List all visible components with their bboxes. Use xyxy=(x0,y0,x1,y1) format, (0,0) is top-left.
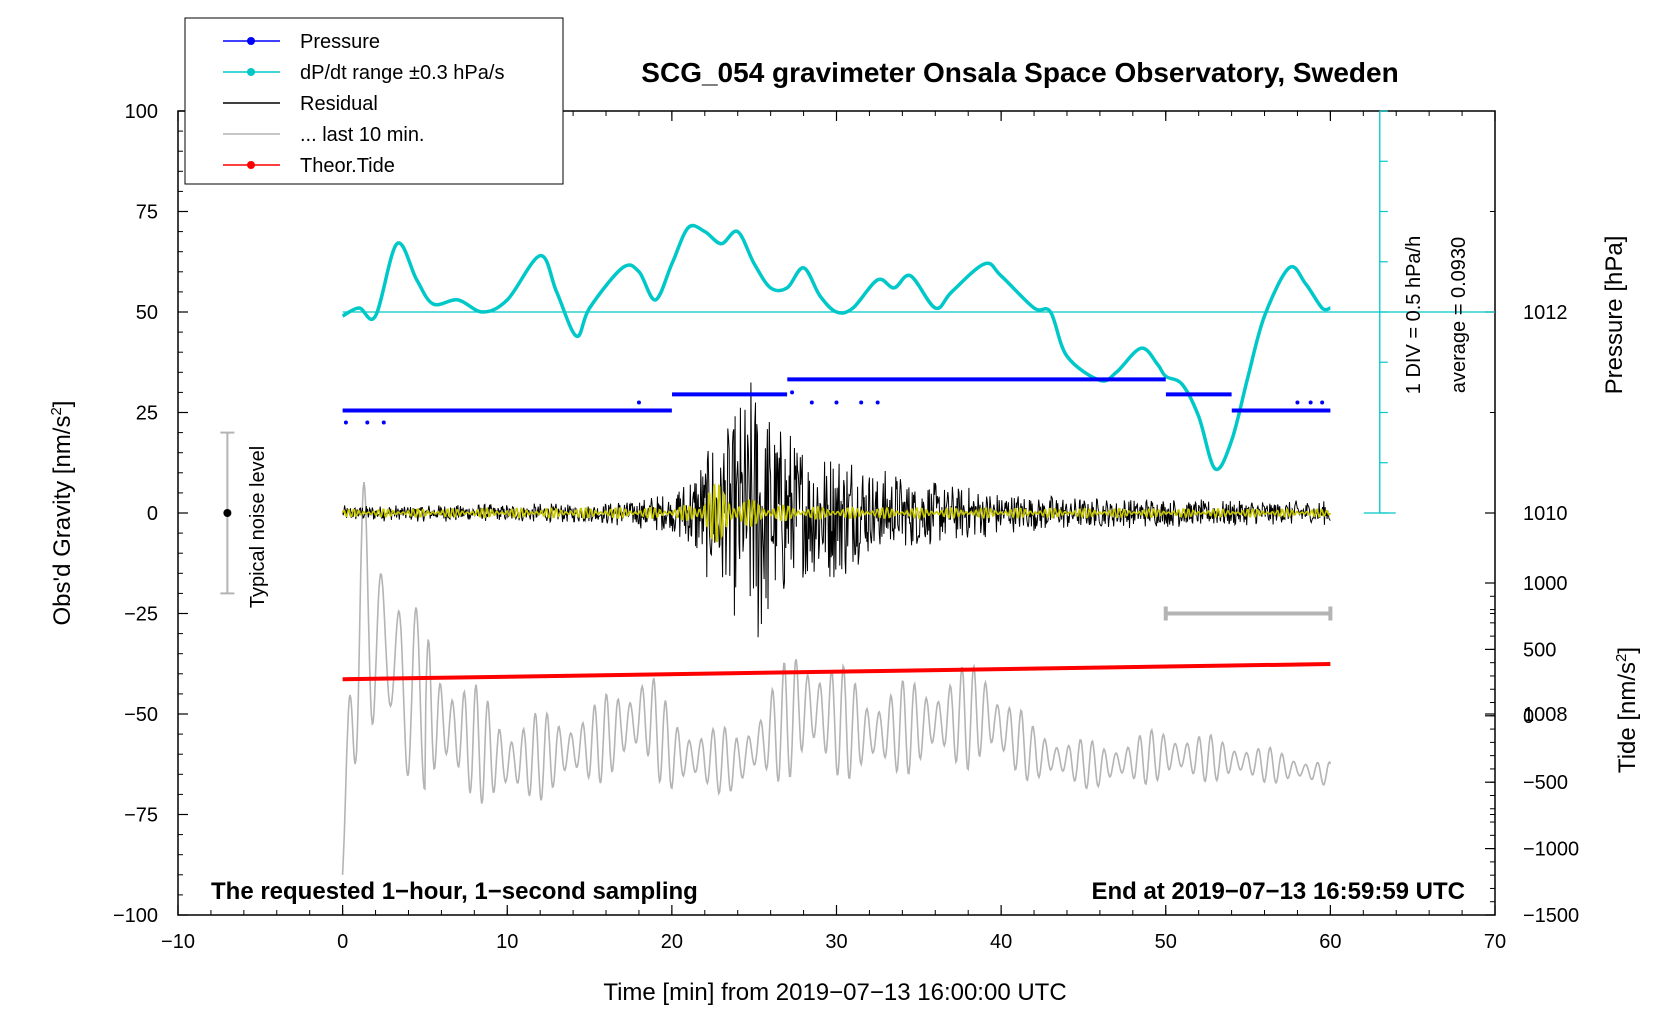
y-axis-title-gravity: Obs'd Gravity [nm/s2] xyxy=(48,401,76,626)
x-tick-label: 70 xyxy=(1484,931,1506,953)
y-tick-label-pressure: 1008 xyxy=(1523,704,1568,726)
x-tick-label: 30 xyxy=(825,931,847,953)
legend-label: dP/dt range ±0.3 hPa/s xyxy=(300,62,504,84)
legend-label: ... last 10 min. xyxy=(300,124,425,146)
legend-box xyxy=(184,17,564,185)
y-tick-label-pressure: 1012 xyxy=(1523,302,1568,324)
y-axis-title-tide: Tide [nm/s2] xyxy=(1613,647,1641,773)
last-10min-line xyxy=(341,481,1332,875)
end-time-note: End at 2019−07−13 16:59:59 UTC xyxy=(1091,878,1465,905)
pressure-point xyxy=(859,400,864,405)
x-tick-label: 50 xyxy=(1155,931,1177,953)
y-axis-title-pressure: Pressure [hPa] xyxy=(1601,236,1628,395)
legend: Pressure dP/dt range ±0.3 hPa/s Residual..… xyxy=(184,17,564,185)
y-tick-label-tide: −1000 xyxy=(1523,839,1579,861)
x-axis-title: Time [min] from 2019−07−13 16:00:00 UTC xyxy=(603,979,1066,1006)
legend-label: Pressure xyxy=(300,31,380,53)
y-tick-label-tide: 0 xyxy=(1523,706,1534,728)
y-tick-label-gravity: −50 xyxy=(124,704,158,726)
y-tick-label-gravity: 50 xyxy=(136,302,158,324)
theoretical-tide-line xyxy=(342,662,1331,682)
legend-label: Theor.Tide xyxy=(300,155,395,177)
x-tick-label: 0 xyxy=(337,931,348,953)
x-tick-label: 60 xyxy=(1319,931,1341,953)
y-tick-label-tide: 1000 xyxy=(1523,573,1568,595)
y-tick-label-gravity: 25 xyxy=(136,403,158,425)
sampling-note: The requested 1−hour, 1−second sampling xyxy=(211,878,698,905)
average-label: average = 0.0930 xyxy=(1448,237,1470,393)
pressure-point xyxy=(381,420,386,425)
legend-items: Pressure dP/dt range ±0.3 hPa/s Residual..… xyxy=(223,31,504,177)
y-tick-label-gravity: 0 xyxy=(147,503,158,525)
y-tick-label-gravity: −100 xyxy=(113,905,158,927)
y-tick-label-gravity: 75 xyxy=(136,202,158,224)
y-tick-label-gravity: −75 xyxy=(124,805,158,827)
pressure-point xyxy=(809,400,814,405)
legend-marker xyxy=(247,37,255,45)
x-tick-label: 10 xyxy=(496,931,518,953)
axis-ticks: −10 0 10 20 30 40 50 60 701007550250−25−50−75−10… xyxy=(113,101,1579,953)
legend-marker xyxy=(247,161,255,169)
noise-bar-center xyxy=(223,509,232,517)
legend-label: Residual xyxy=(300,93,378,115)
pressure-point xyxy=(790,390,795,395)
div-label: 1 DIV = 0.5 hPa/h xyxy=(1403,236,1425,394)
series-layer xyxy=(220,223,1333,875)
pressure-point xyxy=(1320,400,1325,405)
pressure-point xyxy=(834,400,839,405)
y-tick-label-tide: 500 xyxy=(1523,639,1556,661)
pressure-point xyxy=(1295,400,1300,405)
x-tick-label: 40 xyxy=(990,931,1012,953)
chart-title: SCG_054 gravimeter Onsala Space Observat… xyxy=(641,57,1398,88)
pressure-point xyxy=(875,400,880,405)
x-tick-label: 20 xyxy=(661,931,683,953)
pressure-point xyxy=(1308,400,1313,405)
residual-line xyxy=(342,382,1331,638)
y-tick-label-pressure: 1010 xyxy=(1523,503,1568,525)
pressure-point xyxy=(343,420,348,425)
y-tick-label-gravity: −25 xyxy=(124,604,158,626)
noise-label: Typical noise level xyxy=(247,446,269,608)
pressure-point xyxy=(636,400,641,405)
y-tick-label-gravity: 100 xyxy=(125,101,158,123)
y-tick-label-tide: −500 xyxy=(1523,772,1568,794)
x-tick-label: −10 xyxy=(161,931,195,953)
legend-marker xyxy=(247,68,255,76)
residual-smoothed-line xyxy=(341,483,1332,543)
y-tick-label-tide: −1500 xyxy=(1523,905,1579,927)
pressure-point xyxy=(365,420,370,425)
